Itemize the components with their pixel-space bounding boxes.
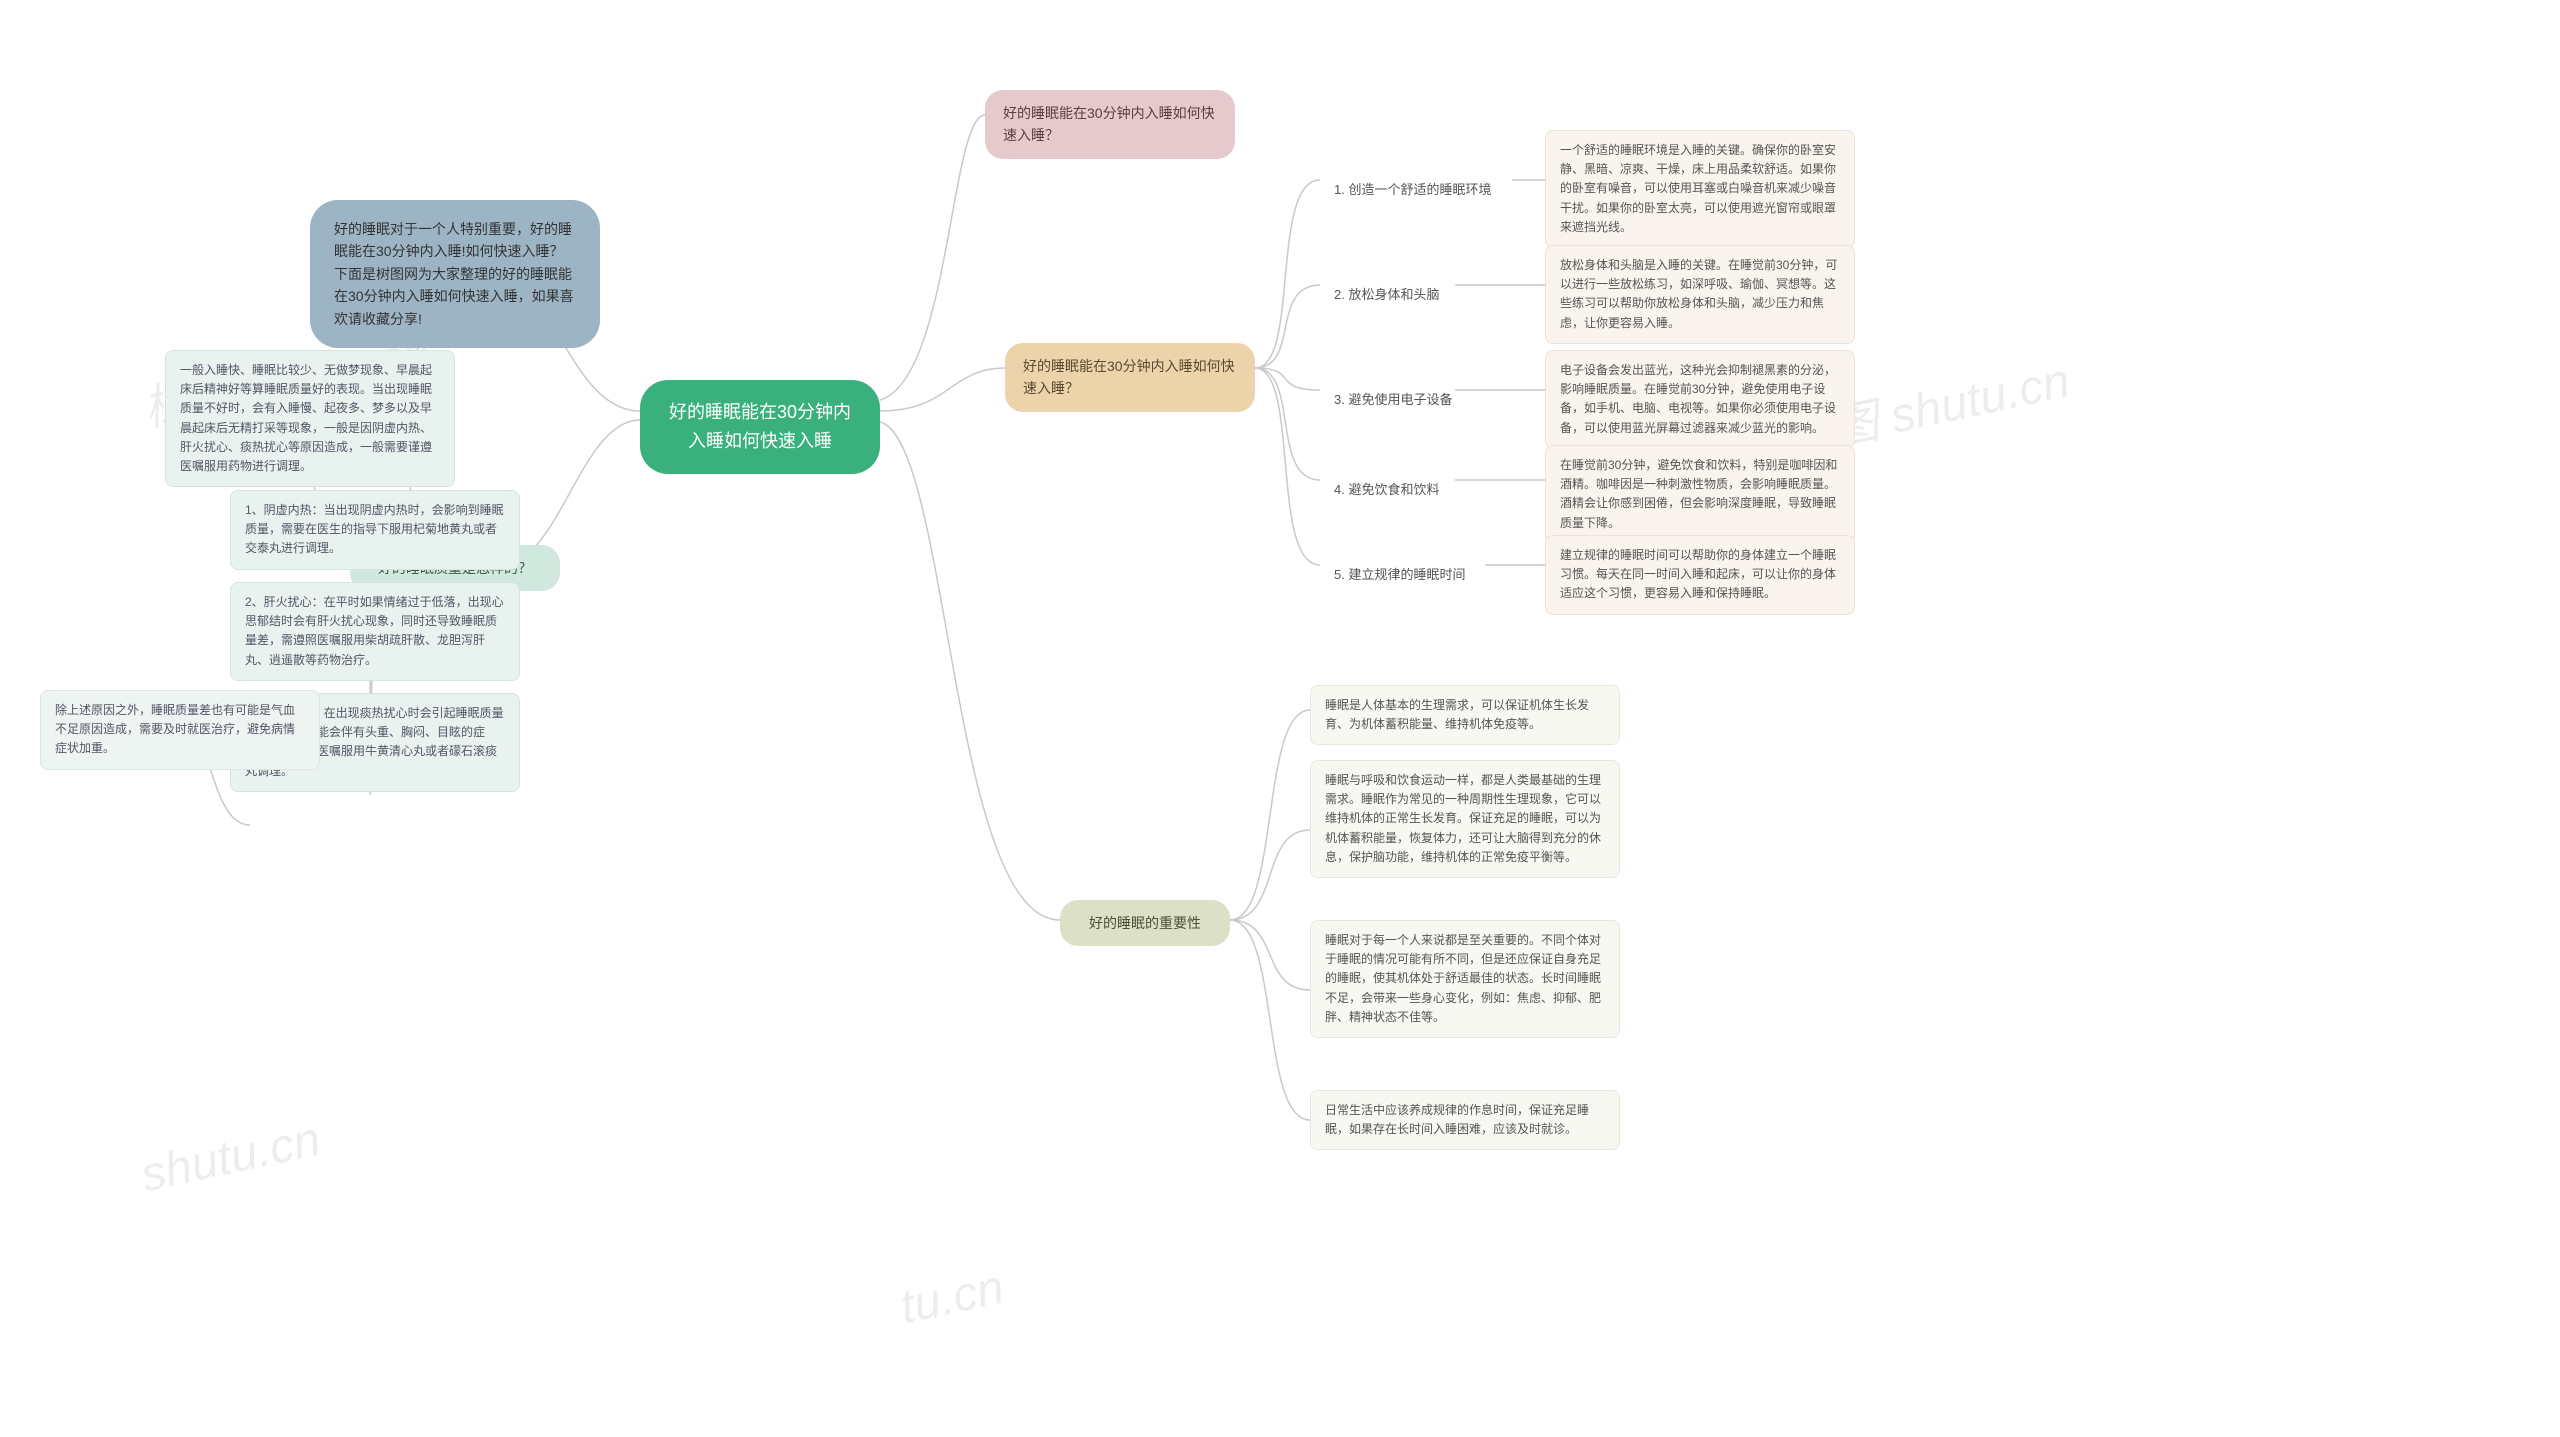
branch-orange: 好的睡眠能在30分钟内入睡如何快速入睡？ <box>1005 343 1255 412</box>
watermark: tu.cn <box>895 1260 1008 1335</box>
tip-2-label: 2. 放松身体和头脑 <box>1320 275 1453 316</box>
tip-5-body: 建立规律的睡眠时间可以帮助你的身体建立一个睡眠习惯。每天在同一时间入睡和起床，可… <box>1545 535 1855 615</box>
tip-3-label: 3. 避免使用电子设备 <box>1320 380 1466 421</box>
tip-5-label: 5. 建立规律的睡眠时间 <box>1320 555 1479 596</box>
watermark: shutu.cn <box>136 1112 325 1204</box>
importance-3: 睡眠对于每一个人来说都是至关重要的。不同个体对于睡眠的情况可能有所不同，但是还应… <box>1310 920 1620 1038</box>
tip-4-body: 在睡觉前30分钟，避免饮食和饮料，特别是咖啡因和酒精。咖啡因是一种刺激性物质，会… <box>1545 445 1855 544</box>
quality-2: 2、肝火扰心：在平时如果情绪过于低落，出现心思郁结时会有肝火扰心现象，同时还导致… <box>230 582 520 681</box>
intro-node: 好的睡眠对于一个人特别重要，好的睡眠能在30分钟内入睡!如何快速入睡？下面是树图… <box>310 200 600 348</box>
tip-1-body: 一个舒适的睡眠环境是入睡的关键。确保你的卧室安静、黑暗、凉爽、干燥，床上用品柔软… <box>1545 130 1855 248</box>
importance-1: 睡眠是人体基本的生理需求，可以保证机体生长发育、为机体蓄积能量、维持机体免疫等。 <box>1310 685 1620 745</box>
tip-1-label: 1. 创造一个舒适的睡眠环境 <box>1320 170 1505 211</box>
quality-1: 1、阴虚内热：当出现阴虚内热时，会影响到睡眠质量，需要在医生的指导下服用杞菊地黄… <box>230 490 520 570</box>
importance-2: 睡眠与呼吸和饮食运动一样，都是人类最基础的生理需求。睡眠作为常见的一种周期性生理… <box>1310 760 1620 878</box>
branch-olive: 好的睡眠的重要性 <box>1060 900 1230 946</box>
tip-4-label: 4. 避免饮食和饮料 <box>1320 470 1453 511</box>
tip-2-body: 放松身体和头脑是入睡的关键。在睡觉前30分钟，可以进行一些放松练习，如深呼吸、瑜… <box>1545 245 1855 344</box>
tip-3-body: 电子设备会发出蓝光，这种光会抑制褪黑素的分泌，影响睡眠质量。在睡觉前30分钟，避… <box>1545 350 1855 449</box>
quality-intro: 一般入睡快、睡眠比较少、无做梦现象、早晨起床后精神好等算睡眠质量好的表现。当出现… <box>165 350 455 487</box>
branch-pink: 好的睡眠能在30分钟内入睡如何快速入睡？ <box>985 90 1235 159</box>
root-node: 好的睡眠能在30分钟内入睡如何快速入睡 <box>640 380 880 474</box>
importance-4: 日常生活中应该养成规律的作息时间，保证充足睡眠，如果存在长时间入睡困难，应该及时… <box>1310 1090 1620 1150</box>
quality-extra: 除上述原因之外，睡眠质量差也有可能是气血不足原因造成，需要及时就医治疗，避免病情… <box>40 690 320 770</box>
